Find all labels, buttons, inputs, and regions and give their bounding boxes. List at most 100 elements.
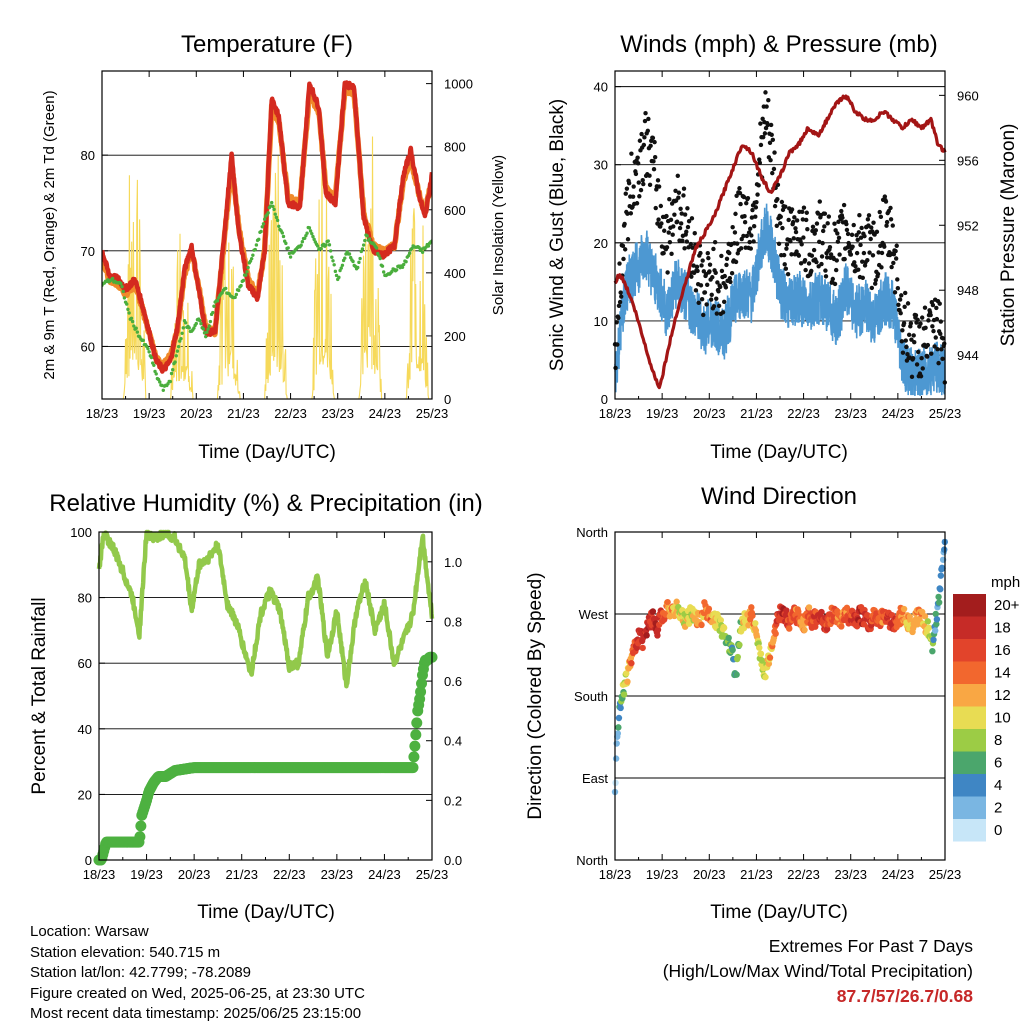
gust-point (844, 227, 850, 233)
gust-point (639, 131, 644, 137)
gust-point (665, 270, 670, 275)
precipitation-point (409, 740, 421, 752)
gust-point (936, 360, 941, 366)
gust-point (900, 350, 906, 355)
wind-direction-point (614, 730, 622, 737)
gust-point (678, 221, 684, 226)
gust-point (791, 219, 796, 225)
solar-insolation-line (216, 242, 241, 399)
dewpoint-point (205, 330, 209, 334)
gust-point (737, 186, 742, 191)
gust-point (879, 265, 884, 270)
gust-point (900, 328, 905, 333)
gust-point (913, 313, 919, 318)
gust-point (923, 325, 928, 331)
gust-point (780, 207, 786, 213)
dewpoint-point (270, 200, 274, 205)
gust-point (837, 252, 842, 257)
gust-point (869, 225, 874, 230)
gust-point (702, 290, 708, 295)
gust-point (615, 342, 620, 347)
gust-point (878, 214, 884, 220)
recent-timestamp-text: Most recent data timestamp: 2025/06/25 2… (30, 1005, 362, 1022)
gust-point (664, 245, 670, 250)
dewpoint-point (220, 291, 224, 295)
direction-ylabel-left: Direction (Colored By Speed) (525, 572, 546, 819)
gust-point (659, 221, 664, 226)
gust-point (751, 239, 756, 244)
gust-point (714, 311, 720, 316)
gust-point (860, 275, 865, 281)
gust-point (656, 184, 662, 189)
gust-point (679, 211, 684, 216)
dewpoint-point (132, 324, 136, 328)
dewpoint-point (407, 251, 412, 255)
gust-point (938, 319, 944, 324)
gust-point (930, 324, 935, 329)
x-tick-label: 24/23 (369, 406, 402, 421)
legend-swatch (953, 706, 986, 729)
gust-point (800, 217, 806, 222)
wind-direction-point (736, 641, 743, 649)
gust-point (753, 214, 758, 219)
dewpoint-point (420, 250, 425, 254)
y2-tick-label: 0.4 (444, 734, 462, 749)
legend-label: 8 (994, 732, 1002, 749)
gust-point (774, 223, 779, 229)
gust-point (655, 178, 661, 183)
gust-point (775, 196, 780, 202)
gust-point (854, 250, 860, 256)
gust-point (877, 209, 882, 215)
gust-point (902, 304, 907, 309)
x-tick-label: 25/23 (416, 406, 449, 421)
legend-swatch (953, 594, 986, 617)
dewpoint-point (363, 238, 367, 243)
gust-point (647, 173, 652, 178)
gust-point (935, 347, 940, 352)
x-tick-label: 20/23 (693, 406, 726, 421)
wind-direction-point (673, 598, 680, 605)
gust-point (668, 217, 674, 223)
gust-point (839, 208, 844, 214)
gust-point (783, 204, 788, 209)
wind-direction-point (654, 626, 662, 633)
x-tick-label: 24/23 (882, 867, 915, 882)
gust-point (772, 150, 777, 155)
direction-title: Wind Direction (701, 483, 857, 510)
x-tick-label: 18/23 (86, 406, 119, 421)
x-tick-label: 23/23 (834, 867, 867, 882)
speed-color-legend: 20+ 18 16 14 12 10 8 6 4 2 0 (953, 594, 1020, 842)
gust-point (835, 231, 840, 236)
gust-point (825, 221, 830, 226)
elevation-text: Station elevation: 540.715 m (30, 943, 221, 961)
gust-point (720, 310, 726, 315)
gust-point (870, 253, 876, 258)
dewpoint-point (357, 260, 361, 265)
solar-insolation-line (122, 175, 147, 399)
dewpoint-point (180, 331, 184, 335)
gust-point (806, 261, 812, 266)
gust-point (640, 178, 645, 183)
dewpoint-point (246, 265, 250, 270)
gust-point (893, 256, 899, 261)
dewpoint-point (122, 296, 127, 300)
gust-point (705, 251, 710, 256)
dewpoint-point (147, 350, 151, 354)
gust-point (828, 252, 834, 257)
gust-point (914, 362, 920, 367)
gust-point (727, 276, 733, 281)
gust-point (933, 335, 938, 340)
gust-point (860, 259, 865, 264)
gust-point (620, 243, 626, 248)
gust-point (658, 203, 664, 209)
extremes-box: Extremes For Past 7 Days (High/Low/Max W… (663, 934, 973, 1009)
gust-point (888, 205, 893, 211)
wind-direction-point (766, 654, 774, 661)
gust-point (662, 228, 667, 233)
x-tick-label: 21/23 (740, 406, 773, 421)
x-tick-label: 19/23 (133, 406, 166, 421)
gust-point (791, 236, 796, 241)
winds-xlabel: Time (Day/UTC) (710, 442, 848, 463)
dewpoint-point (400, 265, 405, 270)
